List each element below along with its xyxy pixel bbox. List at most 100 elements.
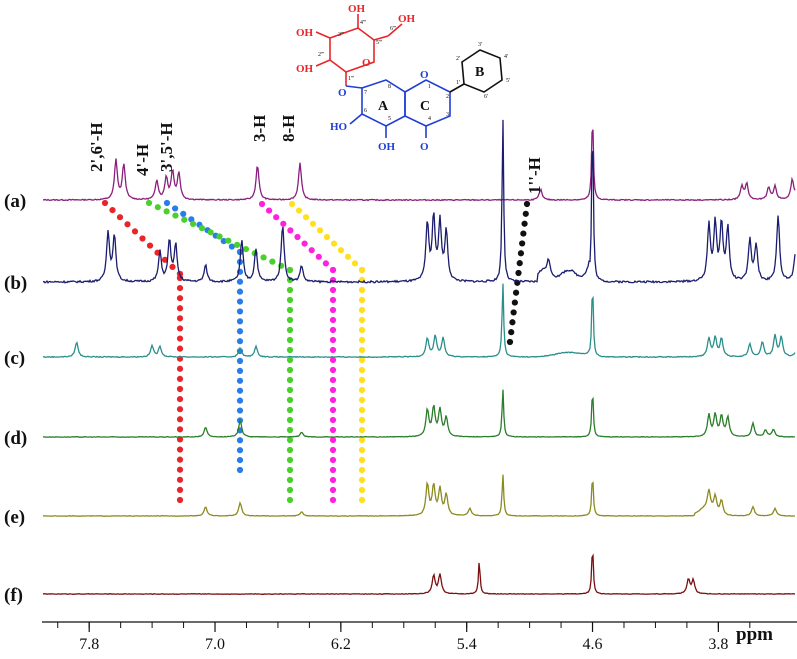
guide-dot	[176, 385, 184, 393]
atom-number: 3	[446, 112, 449, 118]
guide-dot	[236, 456, 244, 464]
hydroxyl-label: OH	[296, 63, 314, 75]
guide-dot	[236, 278, 244, 285]
guide-dot	[176, 426, 184, 433]
guide-dot	[286, 456, 294, 464]
guide-dot	[315, 253, 322, 260]
guide-dot	[109, 207, 116, 214]
guide-dot	[286, 306, 294, 314]
spectrum-trace-3	[42, 283, 796, 359]
atom-number: 4'	[504, 54, 508, 60]
guide-dot	[523, 200, 531, 208]
guide-dot	[358, 336, 366, 344]
guide-dot	[280, 220, 287, 227]
guide-dot	[358, 396, 366, 404]
bond	[387, 23, 403, 37]
guide-dot	[286, 386, 294, 394]
guide-dot	[294, 233, 301, 241]
guide-dot	[329, 406, 337, 414]
guide-dot	[154, 204, 161, 211]
bond	[345, 85, 363, 89]
guide-dot	[286, 356, 294, 364]
guide-dot	[358, 476, 366, 484]
x-tick-label: 5.4	[457, 636, 477, 653]
atom-number: 2'	[456, 56, 460, 62]
guide-dot	[286, 296, 294, 304]
guide-dot	[329, 476, 337, 484]
ring-label-a: A	[378, 99, 389, 114]
guide-dot	[286, 336, 294, 344]
guide-dot	[139, 235, 146, 242]
guide-dot	[329, 286, 337, 294]
atom-number: 8	[388, 84, 391, 90]
guide-dot	[176, 315, 184, 322]
trace-label-1: (a)	[4, 191, 26, 212]
guide-dot	[516, 260, 523, 267]
guide-dot	[329, 306, 337, 314]
guide-dot	[329, 426, 337, 434]
guide-dot	[329, 446, 337, 454]
guide-dot	[236, 357, 244, 365]
guide-dot	[330, 240, 338, 247]
atom-number: 6	[364, 108, 367, 114]
x-axis: 7.8 7.0 6.2 5.4 4.6 3.8 ppm	[42, 621, 797, 653]
guide-dot	[286, 376, 294, 384]
guide-dot	[358, 426, 366, 434]
guide-dot	[358, 346, 366, 354]
guide-dot	[286, 416, 294, 424]
guide-dot	[176, 416, 184, 423]
guide-dot	[198, 225, 205, 232]
peak-labels: 2',6'-H 4'-H 3',5'-H 3-H 8-H 1''-H	[87, 115, 544, 194]
peak-label-2: 4'-H	[133, 144, 152, 176]
guide-dot	[358, 406, 366, 414]
guide-dot	[176, 295, 184, 302]
guide-dot	[172, 205, 179, 212]
guide-dot	[509, 319, 516, 326]
trace-labels: (a) (b) (c) (d) (e) (f)	[4, 191, 27, 606]
guide-dot	[358, 386, 366, 394]
guide-dot	[358, 486, 366, 494]
guide-dot	[288, 200, 296, 208]
guide-dot	[236, 407, 244, 414]
guide-dot	[329, 376, 337, 384]
guide-dot	[286, 466, 294, 474]
guide-dot	[176, 284, 184, 292]
guide-dot	[176, 325, 184, 332]
guide-dot	[301, 240, 308, 247]
guide-dot	[302, 214, 310, 221]
guide-dot	[176, 456, 184, 463]
guide-line-5	[288, 200, 366, 504]
guide-dot	[329, 456, 337, 464]
guide-dot	[510, 309, 517, 316]
atom-number: 4	[428, 116, 431, 122]
guide-dot	[329, 296, 337, 304]
guide-dot	[207, 229, 214, 236]
atom-number: 2'''	[318, 52, 324, 58]
atom-number: 4'''	[360, 20, 366, 26]
bond	[373, 35, 389, 41]
guide-dot	[176, 365, 184, 372]
guide-dot	[234, 241, 241, 248]
ring-bc-bond	[449, 83, 465, 93]
guide-dot	[176, 446, 184, 453]
guide-dot	[236, 367, 244, 375]
atom-number: 6'''	[390, 26, 396, 32]
guide-dot	[520, 230, 527, 237]
spectrum-trace-2	[42, 119, 796, 284]
guide-dot	[242, 245, 250, 253]
guide-dot	[322, 260, 329, 267]
guide-dot	[286, 346, 294, 354]
guide-dot	[295, 207, 303, 214]
bond	[349, 113, 363, 125]
guide-dot	[329, 336, 337, 344]
spectrum-trace-5	[42, 474, 796, 517]
guide-dot	[308, 247, 315, 254]
guide-dot	[236, 338, 244, 345]
guide-dot	[228, 243, 235, 250]
atom-number: 5'''	[376, 40, 382, 46]
guide-dot	[286, 396, 294, 404]
guide-dot	[236, 288, 244, 295]
guide-dot	[329, 486, 337, 494]
guide-dot	[329, 326, 337, 334]
